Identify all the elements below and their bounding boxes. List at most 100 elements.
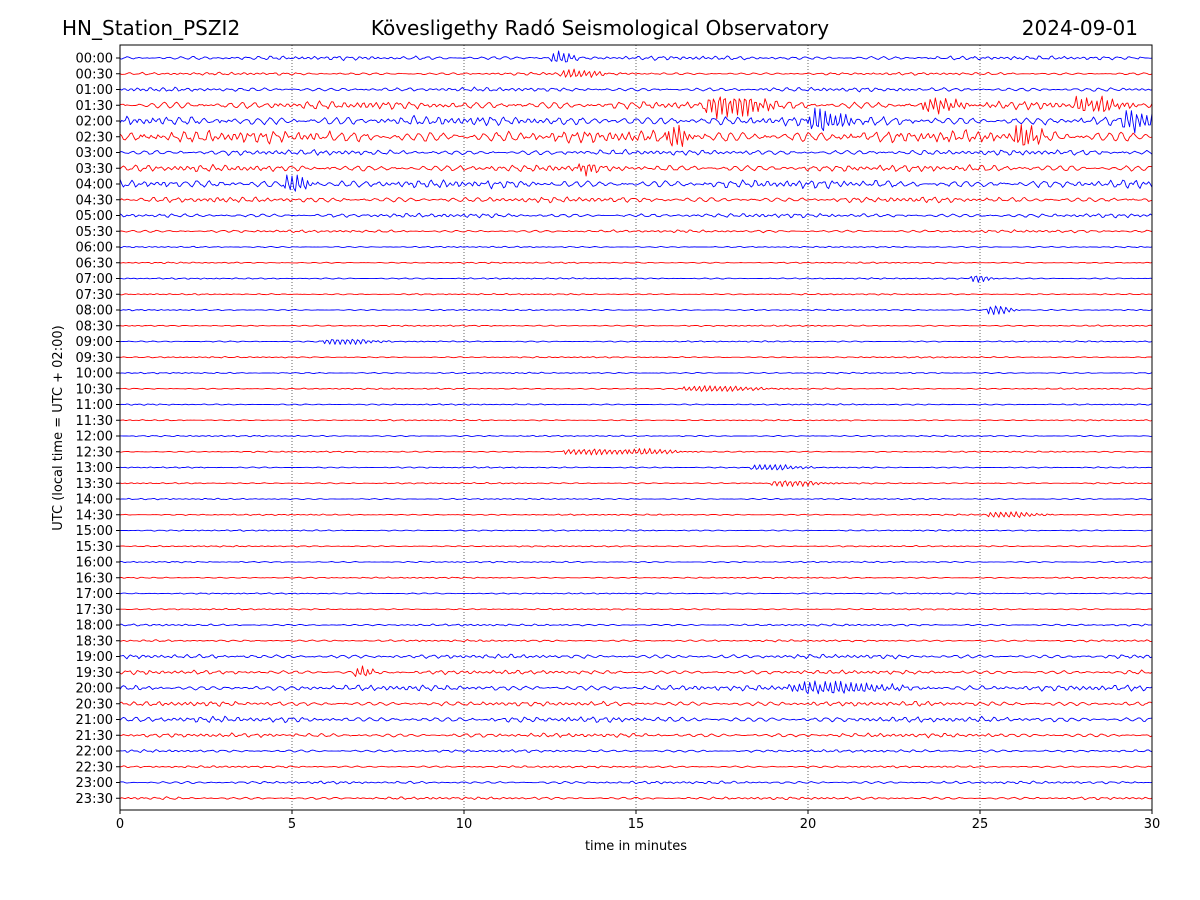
seismic-trace-0730	[119, 293, 1153, 296]
seismic-trace-0900	[119, 338, 1153, 345]
row-label: 13:30	[76, 477, 113, 492]
row-label: 02:30	[76, 130, 113, 145]
x-axis-ticks: 0 5 10 15 20 25 30	[116, 810, 1160, 832]
seismic-trace-1830	[119, 639, 1153, 643]
seismic-trace-1530	[119, 544, 1153, 548]
seismic-trace-2130	[119, 732, 1153, 739]
row-label: 12:30	[76, 445, 113, 460]
row-label: 12:00	[76, 430, 113, 445]
row-label: 01:30	[76, 99, 113, 114]
seismic-trace-0200	[119, 107, 1153, 134]
seismic-trace-0600	[119, 245, 1153, 249]
seismic-trace-1300	[119, 464, 1153, 471]
seismic-trace-0130	[119, 95, 1153, 120]
seismic-trace-1430	[119, 511, 1153, 518]
row-label: 08:30	[76, 319, 113, 334]
seismic-trace-0400	[119, 174, 1153, 192]
seismic-trace-0100	[119, 86, 1153, 93]
seismic-trace-1500	[119, 529, 1153, 532]
row-label: 09:00	[76, 335, 113, 350]
row-label: 11:30	[76, 414, 113, 429]
x-tick-label: 10	[456, 817, 473, 832]
x-tick-label: 30	[1144, 817, 1161, 832]
row-label: 13:00	[76, 461, 113, 476]
seismic-trace-1800	[119, 623, 1152, 627]
seismic-trace-2300	[119, 780, 1153, 785]
row-label: 19:30	[76, 666, 113, 681]
seismic-trace-0230	[119, 124, 1153, 148]
seismic-trace-1230	[119, 447, 1153, 456]
row-label: 05:30	[76, 225, 113, 240]
row-label: 23:30	[76, 792, 113, 807]
row-label: 14:00	[76, 493, 113, 508]
seismic-trace-2030	[119, 700, 1153, 707]
y-axis-ticks: 00:0000:3001:0001:3002:0002:3003:0003:30…	[76, 52, 120, 807]
seismic-trace-2230	[119, 765, 1153, 769]
seismic-traces	[119, 50, 1153, 801]
seismic-trace-1900	[119, 653, 1153, 660]
x-tick-label: 15	[628, 817, 645, 832]
seismic-trace-2000	[119, 680, 1153, 695]
row-label: 07:00	[76, 272, 113, 287]
row-label: 18:30	[76, 634, 113, 649]
seismic-trace-1330	[119, 480, 1153, 488]
row-label: 02:00	[76, 115, 113, 130]
row-label: 03:30	[76, 162, 113, 177]
row-label: 22:30	[76, 760, 113, 775]
seismic-trace-1700	[119, 592, 1152, 595]
seismic-trace-0300	[119, 148, 1153, 156]
seismic-trace-0000	[119, 50, 1153, 63]
seismic-trace-0530	[119, 229, 1153, 234]
y-axis-label: UTC (local time = UTC + 02:00)	[51, 325, 66, 530]
row-label: 04:00	[76, 178, 113, 193]
seismic-trace-1400	[119, 497, 1153, 501]
seismic-trace-1100	[119, 403, 1153, 406]
row-label: 22:00	[76, 745, 113, 760]
seismic-trace-1200	[120, 434, 1153, 438]
row-label: 01:00	[76, 83, 113, 98]
x-tick-label: 5	[288, 817, 296, 832]
row-label: 00:00	[76, 52, 113, 67]
record-date: 2024-09-01	[1021, 16, 1138, 40]
row-label: 17:00	[76, 587, 113, 602]
seismic-trace-1600	[119, 560, 1153, 564]
row-label: 18:00	[76, 619, 113, 634]
row-label: 06:30	[76, 256, 113, 271]
seismic-trace-0830	[119, 324, 1153, 327]
seismic-trace-0330	[119, 163, 1153, 177]
seismic-trace-1630	[119, 576, 1152, 580]
row-label: 15:30	[76, 540, 113, 555]
row-label: 16:00	[76, 556, 113, 571]
x-tick-label: 20	[800, 817, 817, 832]
row-label: 23:00	[76, 776, 113, 791]
row-label: 06:00	[76, 241, 113, 256]
x-axis-label: time in minutes	[585, 839, 687, 854]
observatory-title: Kövesligethy Radó Seismological Observat…	[370, 16, 830, 40]
row-label: 09:30	[76, 351, 113, 366]
row-label: 08:00	[76, 304, 113, 319]
row-label: 00:30	[76, 67, 113, 82]
row-label: 20:30	[76, 697, 113, 712]
row-label: 19:00	[76, 650, 113, 665]
seismic-trace-0930	[119, 356, 1153, 359]
seismic-trace-1030	[119, 385, 1153, 392]
seismic-trace-1130	[119, 419, 1153, 422]
x-tick-label: 0	[116, 817, 124, 832]
row-label: 15:00	[76, 524, 113, 539]
row-label: 21:00	[76, 713, 113, 728]
station-name: HN_Station_PSZI2	[62, 16, 241, 40]
seismic-trace-2330	[119, 796, 1153, 801]
row-label: 05:00	[76, 209, 113, 224]
row-label: 03:00	[76, 146, 113, 161]
seismic-trace-1000	[119, 371, 1153, 375]
row-label: 20:00	[76, 682, 113, 697]
row-label: 21:30	[76, 729, 113, 744]
row-label: 17:30	[76, 603, 113, 618]
seismic-trace-2200	[119, 749, 1153, 753]
seismic-trace-0030	[119, 68, 1153, 78]
seismic-trace-0700	[119, 275, 1153, 283]
seismic-trace-2100	[119, 715, 1153, 724]
row-label: 11:00	[76, 398, 113, 413]
row-label: 07:30	[76, 288, 113, 303]
